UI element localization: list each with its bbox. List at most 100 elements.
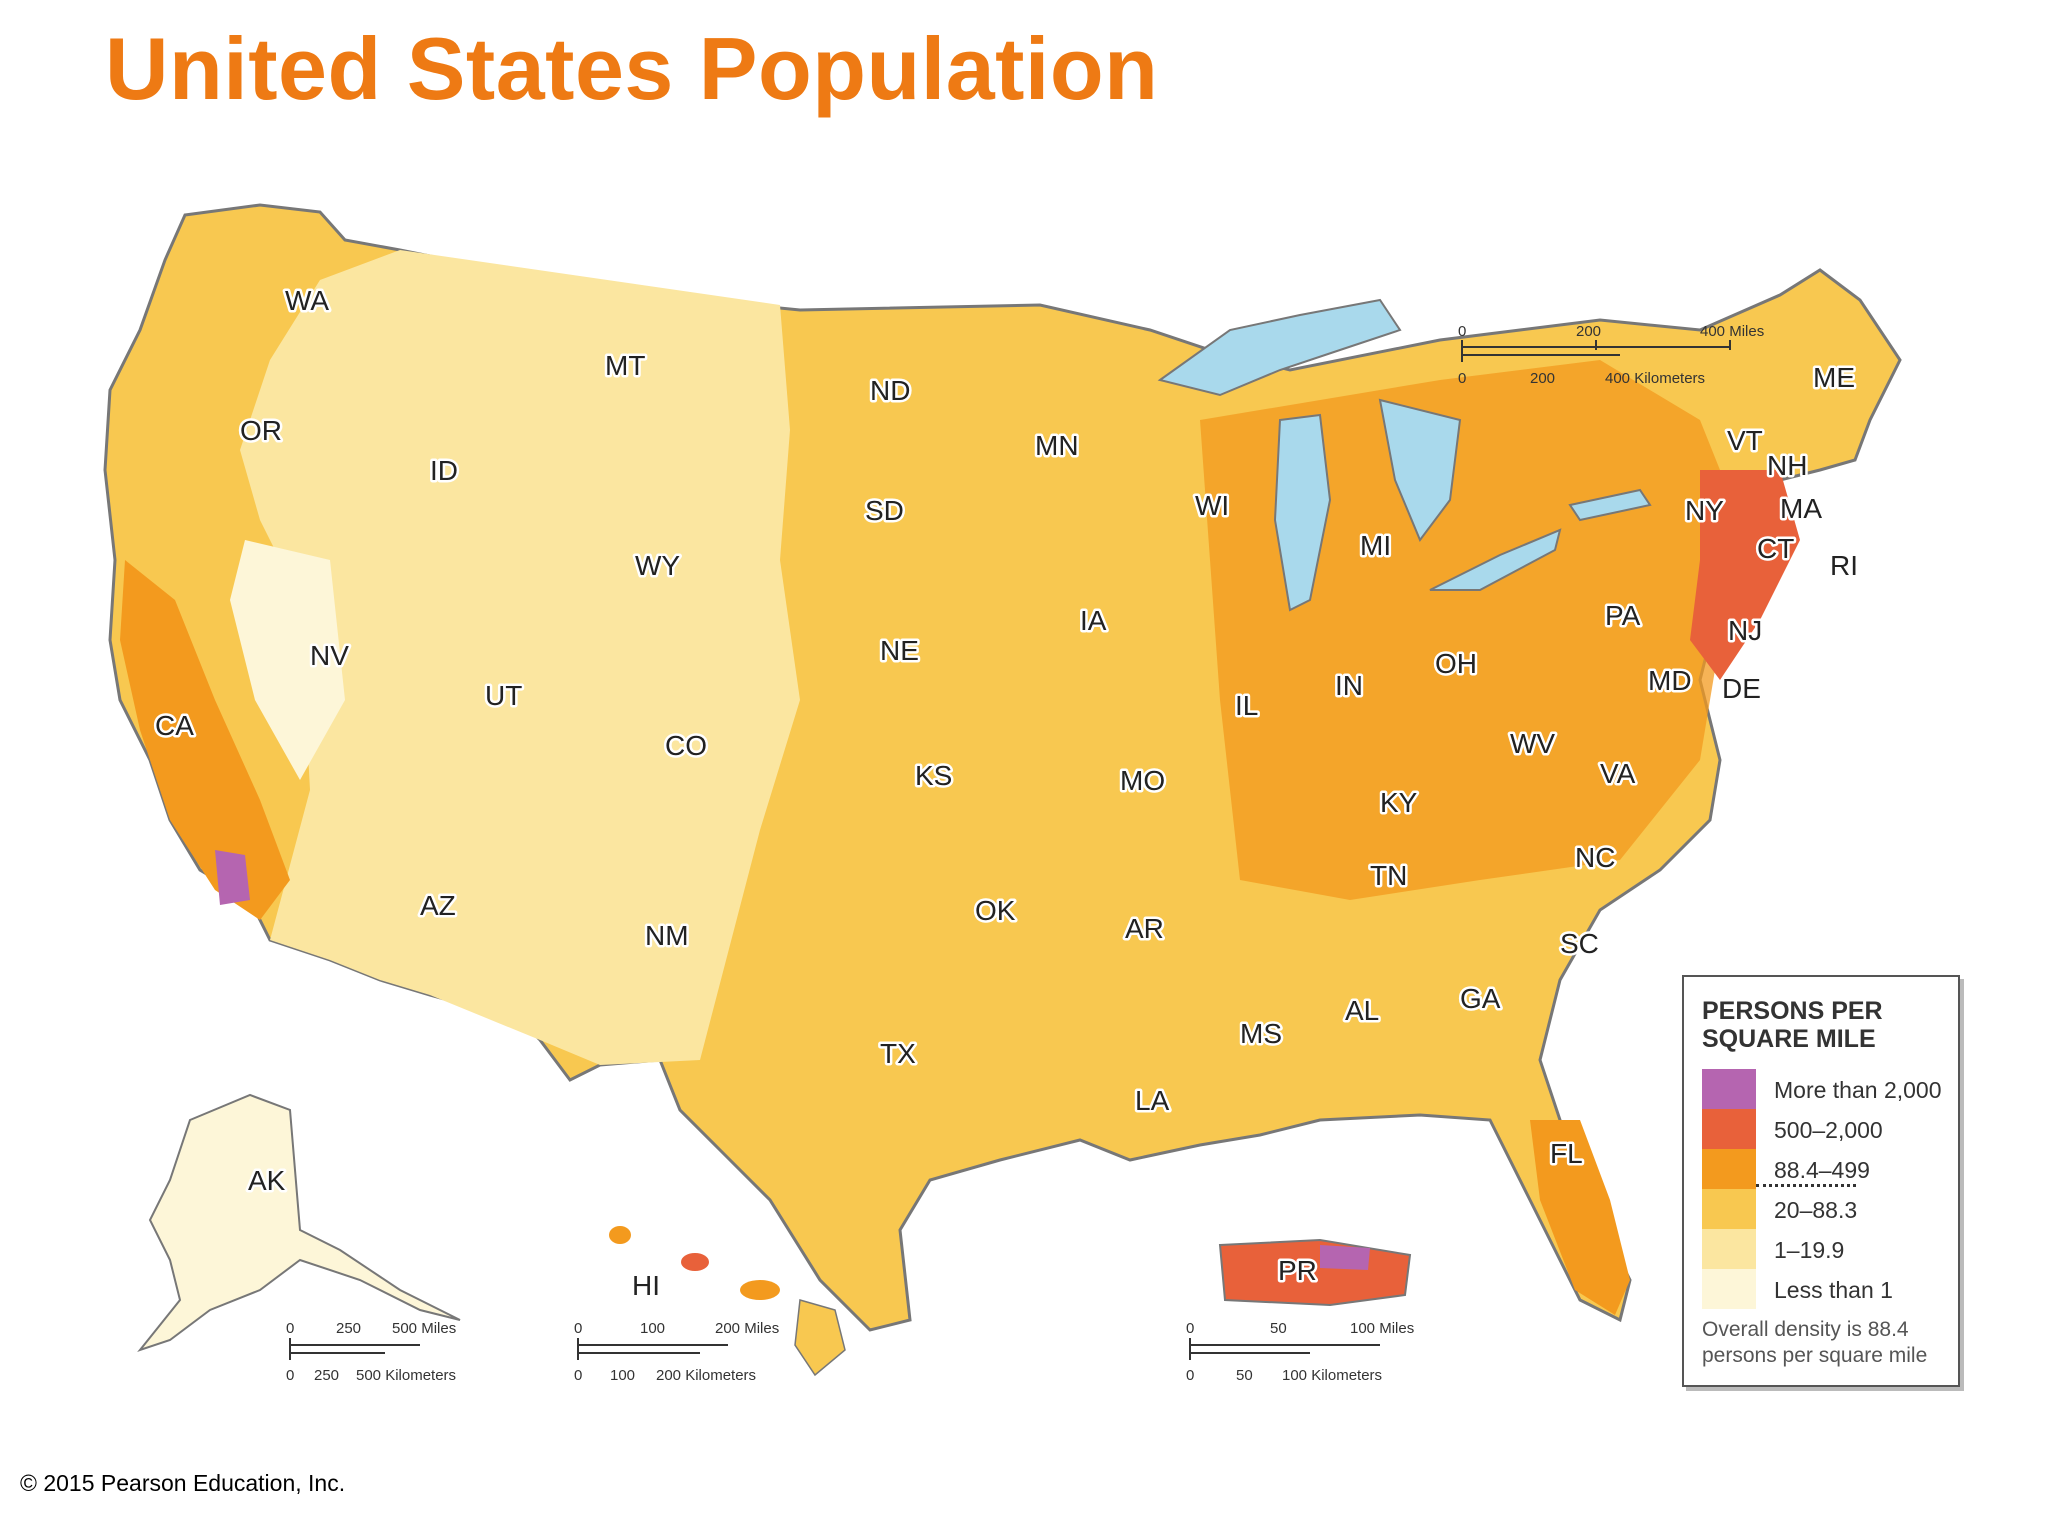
state-label-ia: IA bbox=[1080, 605, 1107, 636]
scale-hi-km-0: 0 bbox=[574, 1367, 582, 1384]
scale-main-mi-200: 200 bbox=[1576, 323, 1601, 340]
lake-huron bbox=[1378, 398, 1462, 542]
legend-label: 1–19.9 bbox=[1774, 1237, 1845, 1263]
legend-title-line1: PERSONS PER bbox=[1702, 997, 1883, 1025]
legend-item: Less than 1 bbox=[1702, 1269, 1952, 1309]
state-label-ok: OK bbox=[975, 895, 1016, 926]
scale-main-km-400: 400 Kilometers bbox=[1605, 370, 1705, 387]
lake-ontario bbox=[1568, 488, 1652, 522]
scale-bar-main: 0 200 400 Miles 0 200 400 Kilometers bbox=[1458, 323, 1764, 387]
scale-hi-mi-0: 0 bbox=[574, 1320, 582, 1337]
california-coast-dense bbox=[120, 560, 290, 920]
la-metro bbox=[215, 850, 250, 905]
scale-ak-mi-0: 0 bbox=[286, 1320, 294, 1337]
lake-michigan bbox=[1273, 413, 1332, 612]
state-label-nj: NJ bbox=[1728, 615, 1762, 646]
scale-pr-km-50: 50 bbox=[1236, 1367, 1253, 1384]
hawaii-maui bbox=[740, 1280, 780, 1300]
state-label-ut: UT bbox=[485, 680, 522, 711]
state-label-mn: MN bbox=[1035, 430, 1079, 461]
state-label-sc: SC bbox=[1560, 928, 1599, 959]
state-label-tn: TN bbox=[1370, 860, 1407, 891]
scale-pr-mi-0: 0 bbox=[1186, 1320, 1194, 1337]
state-label-hi: HI bbox=[632, 1270, 660, 1301]
legend-label: Less than 1 bbox=[1774, 1277, 1893, 1303]
lake-erie bbox=[1429, 528, 1562, 591]
state-label-wi: WI bbox=[1195, 490, 1229, 521]
legend-swatch bbox=[1702, 1189, 1756, 1229]
state-label-nm: NM bbox=[645, 920, 689, 951]
state-label-or: OR bbox=[240, 415, 282, 446]
legend-label: 20–88.3 bbox=[1774, 1197, 1858, 1223]
scale-bar-hawaii: 0 100 200 Miles 0 100 200 Kilometers bbox=[574, 1320, 779, 1384]
nevada-sparse-region bbox=[230, 540, 345, 780]
state-label-ks: KS bbox=[915, 760, 952, 791]
alaska-landmass bbox=[137, 1093, 461, 1353]
scale-main-mi-0: 0 bbox=[1458, 323, 1466, 340]
legend-swatch bbox=[1702, 1229, 1756, 1269]
legend-swatch bbox=[1702, 1069, 1756, 1109]
lake-superior bbox=[1157, 298, 1402, 397]
state-label-md: MD bbox=[1648, 665, 1692, 696]
copyright-notice: © 2015 Pearson Education, Inc. bbox=[20, 1470, 346, 1496]
scale-ak-km-250: 250 bbox=[314, 1367, 339, 1384]
state-label-ct: CT bbox=[1757, 533, 1794, 564]
legend-item: 500–2,000 bbox=[1702, 1109, 1952, 1149]
legend-swatch bbox=[1702, 1269, 1756, 1309]
hawaii-kauai bbox=[609, 1226, 631, 1244]
san-juan-metro bbox=[1320, 1245, 1370, 1270]
state-label-mi: MI bbox=[1360, 530, 1391, 561]
state-label-ne: NE bbox=[880, 635, 919, 666]
northeast-corridor bbox=[1690, 470, 1800, 680]
state-label-ar: AR bbox=[1125, 913, 1164, 944]
florida-peninsula bbox=[1530, 1120, 1630, 1315]
state-label-me: ME bbox=[1813, 362, 1855, 393]
legend-average-divider bbox=[1756, 1184, 1856, 1187]
state-label-ga: GA bbox=[1460, 983, 1501, 1014]
scale-hi-mi-100: 100 bbox=[640, 1320, 665, 1337]
state-label-ms: MS bbox=[1240, 1018, 1282, 1049]
state-label-nh: NH bbox=[1767, 450, 1807, 481]
scale-ak-mi-500: 500 Miles bbox=[392, 1320, 456, 1337]
state-label-mt: MT bbox=[605, 350, 645, 381]
state-label-oh: OH bbox=[1435, 648, 1477, 679]
scale-ak-km-500: 500 Kilometers bbox=[356, 1367, 456, 1384]
scale-main-km-200: 200 bbox=[1530, 370, 1555, 387]
state-label-mo: MO bbox=[1120, 765, 1165, 796]
state-label-pr: PR bbox=[1278, 1255, 1317, 1286]
state-label-nd: ND bbox=[870, 375, 910, 406]
scale-pr-km-0: 0 bbox=[1186, 1367, 1194, 1384]
scale-main-mi-400: 400 Miles bbox=[1700, 323, 1764, 340]
state-label-ri: RI bbox=[1830, 550, 1858, 581]
state-label-in: IN bbox=[1335, 670, 1363, 701]
state-label-ny: NY bbox=[1685, 495, 1724, 526]
state-label-vt: VT bbox=[1727, 425, 1763, 456]
scale-ak-km-0: 0 bbox=[286, 1367, 294, 1384]
scale-pr-mi-100: 100 Miles bbox=[1350, 1320, 1414, 1337]
legend-item: 88.4–499 bbox=[1702, 1149, 1952, 1189]
state-label-ma: MA bbox=[1780, 493, 1822, 524]
scale-hi-km-200: 200 Kilometers bbox=[656, 1367, 756, 1384]
state-label-az: AZ bbox=[420, 890, 456, 921]
hawaii-oahu bbox=[681, 1253, 709, 1271]
legend-label: 500–2,000 bbox=[1774, 1117, 1883, 1143]
state-label-il: IL bbox=[1235, 690, 1258, 721]
legend-note-line1: Overall density is 88.4 bbox=[1702, 1318, 1909, 1341]
legend-label: More than 2,000 bbox=[1774, 1077, 1942, 1103]
hawaii-big-island bbox=[794, 1299, 846, 1377]
legend-item: 20–88.3 bbox=[1702, 1189, 1952, 1229]
legend-swatch bbox=[1702, 1149, 1756, 1189]
state-label-id: ID bbox=[430, 455, 458, 486]
state-label-sd: SD bbox=[865, 495, 904, 526]
scale-bar-alaska: 0 250 500 Miles 0 250 500 Kilometers bbox=[286, 1320, 456, 1384]
west-sparse-region bbox=[240, 250, 800, 1065]
legend-swatch bbox=[1702, 1109, 1756, 1149]
scale-ak-mi-250: 250 bbox=[336, 1320, 361, 1337]
state-label-wy: WY bbox=[635, 550, 680, 581]
state-label-va: VA bbox=[1600, 758, 1636, 789]
scale-hi-mi-200: 200 Miles bbox=[715, 1320, 779, 1337]
state-label-de: DE bbox=[1722, 673, 1761, 704]
state-label-ak: AK bbox=[248, 1165, 286, 1196]
legend-note-line2: persons per square mile bbox=[1702, 1344, 1928, 1367]
